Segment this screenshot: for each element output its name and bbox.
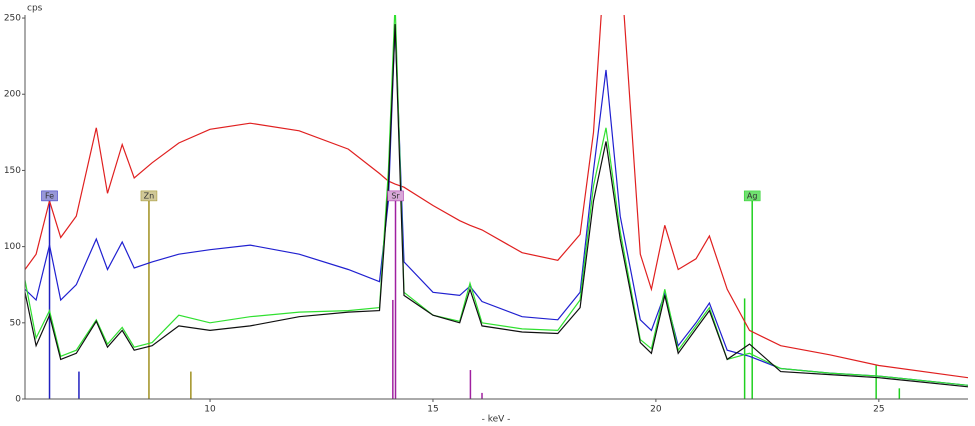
y-tick-label: 0 <box>15 395 21 405</box>
spectrum-line <box>25 15 968 379</box>
element-tag-box <box>140 190 158 202</box>
y-tick-label: 200 <box>4 90 21 100</box>
y-tick-label: 50 <box>10 318 22 328</box>
y-axis-label: cps <box>27 4 43 14</box>
y-tick-label: 100 <box>4 242 21 252</box>
element-tag-box <box>387 190 404 202</box>
element-tag: Sr <box>391 191 400 200</box>
plot-area <box>25 15 968 399</box>
element-tag: Fe <box>45 191 54 200</box>
spectrum-line <box>25 24 968 388</box>
x-tick-label: 15 <box>427 405 438 415</box>
x-tick-label: 20 <box>650 405 662 415</box>
spectrum-line <box>25 24 968 386</box>
element-tag-box <box>41 190 58 202</box>
element-tag: Zn <box>144 191 155 200</box>
x-tick-label: 10 <box>204 405 216 415</box>
element-tag: Ag <box>747 191 758 200</box>
x-tick-label: 25 <box>873 405 884 415</box>
y-tick-label: 150 <box>4 166 21 176</box>
x-axis-label: - keV - <box>482 415 511 425</box>
y-tick-label: 250 <box>4 14 21 24</box>
element-tag-box <box>743 190 761 202</box>
